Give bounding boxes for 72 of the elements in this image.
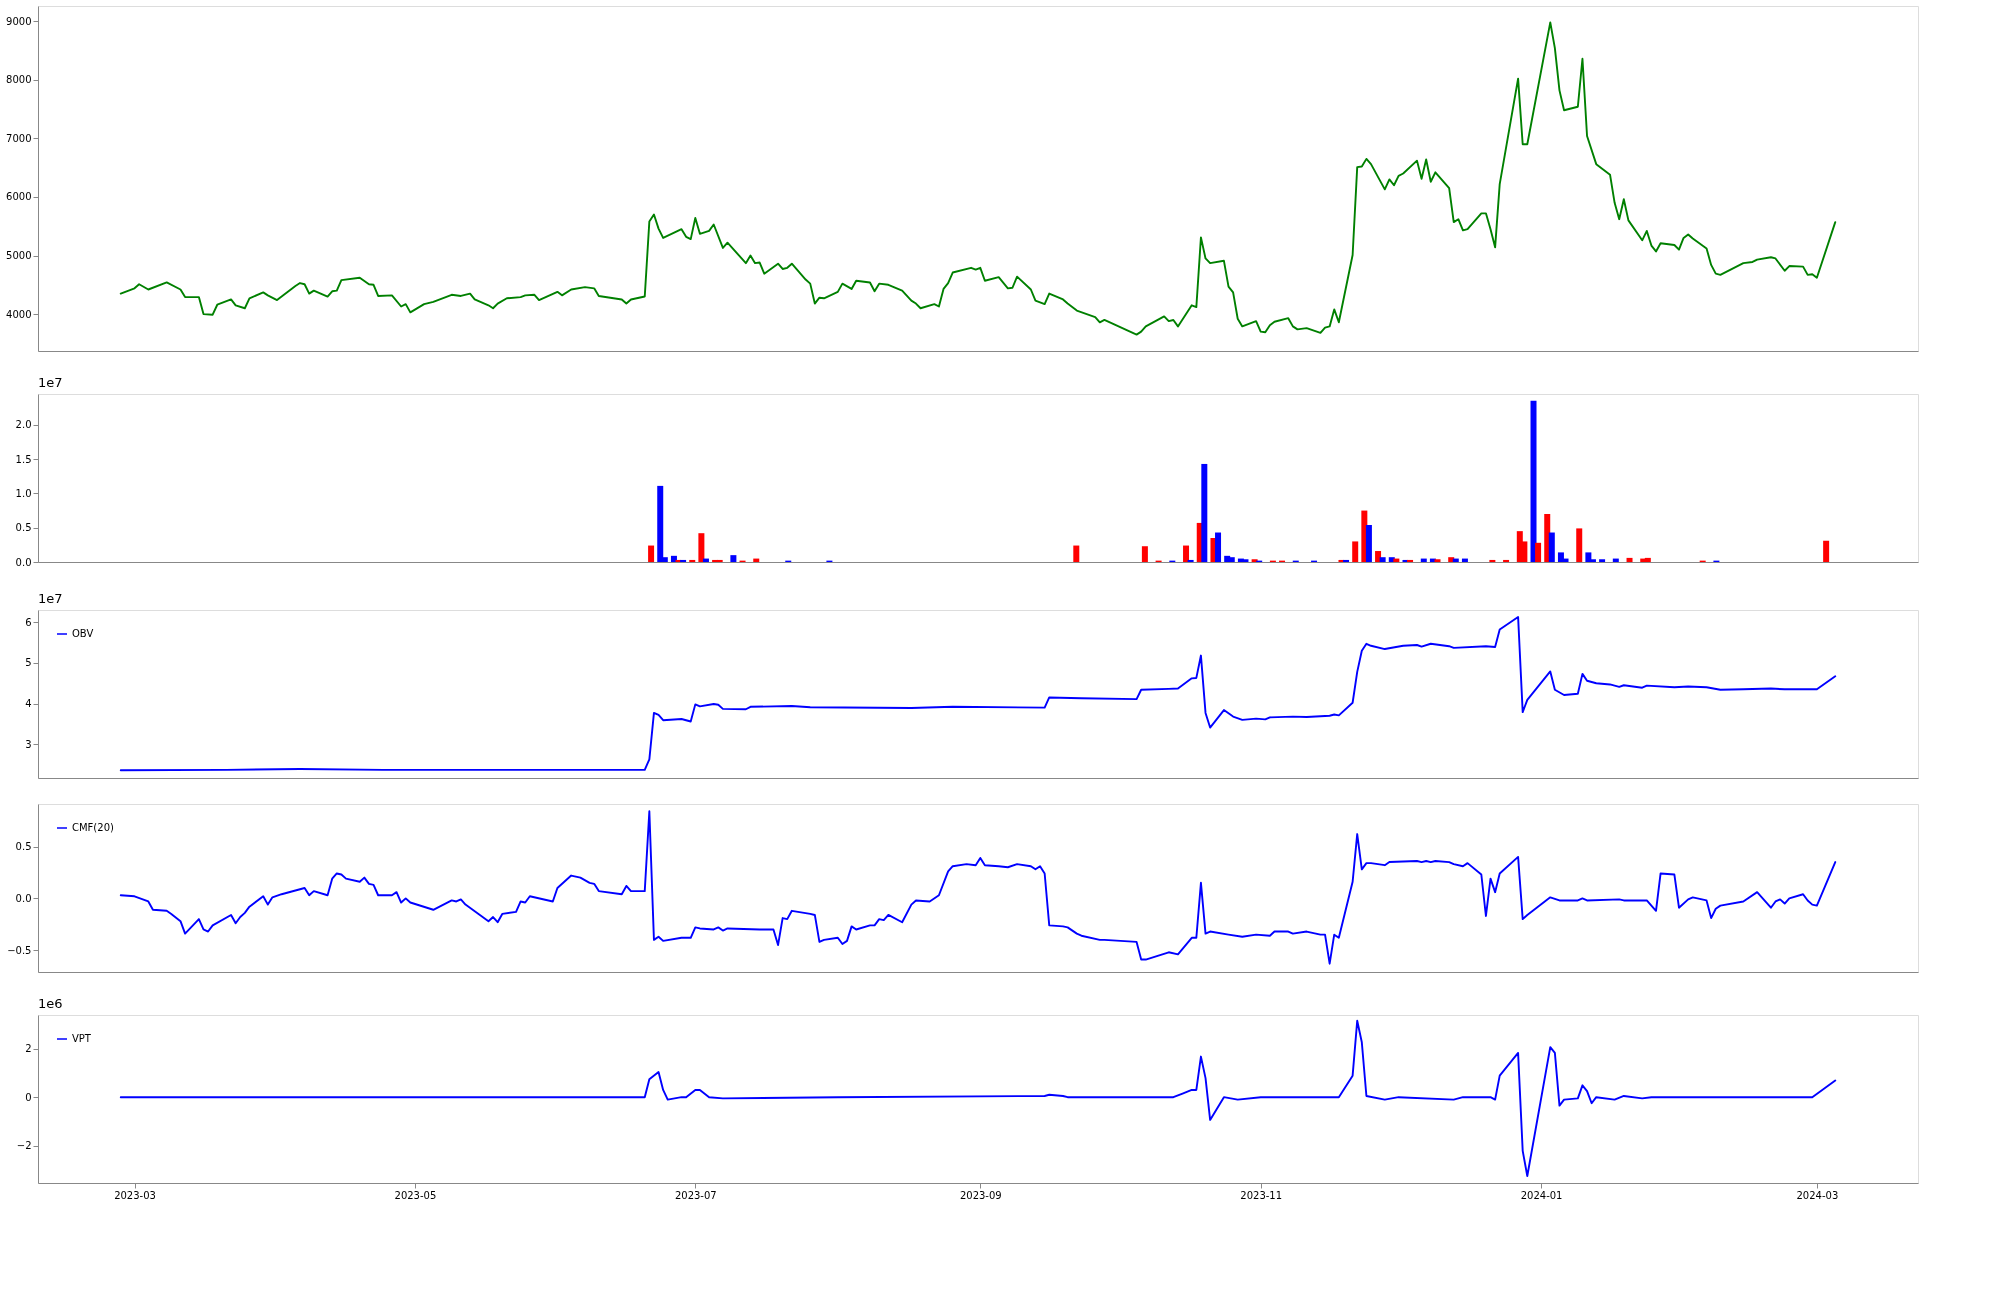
legend-label: OBV [72, 628, 94, 639]
bar [1201, 463, 1208, 562]
bar [1503, 559, 1510, 562]
y-tick-label: 1.5 [15, 453, 32, 465]
bar [1548, 532, 1555, 562]
x-tick-label: 2023-05 [394, 1189, 437, 1201]
bar [1187, 559, 1194, 562]
y-tick-label: 6000 [6, 191, 32, 203]
legend-label: CMF(20) [72, 822, 114, 833]
x-tick-label: 2024-01 [1520, 1189, 1563, 1201]
bar [1352, 541, 1359, 562]
y-tick-label: −0.5 [7, 944, 32, 956]
bar [1585, 552, 1592, 562]
bar [1183, 545, 1190, 562]
bar [1599, 559, 1606, 562]
y-tick-label: 6 [25, 616, 32, 628]
bar [1073, 545, 1080, 562]
line-series [119, 810, 1837, 965]
bar [648, 545, 655, 562]
line-series [119, 21, 1837, 336]
bar [1365, 524, 1372, 562]
text: 1e7 [38, 375, 63, 390]
x-tick-label: 2024-03 [1796, 1189, 1839, 1201]
bar [1823, 540, 1830, 562]
bar [730, 555, 737, 562]
bar [698, 533, 705, 562]
bar [1407, 559, 1414, 562]
bar [1379, 557, 1386, 562]
line-series [119, 615, 1837, 772]
bar [1228, 557, 1235, 562]
bar [1576, 528, 1583, 562]
bar [1535, 542, 1542, 562]
y-tick-label: 0.0 [15, 556, 32, 568]
y-tick-label: 5000 [6, 250, 32, 262]
bar [1626, 557, 1633, 562]
x-tick-label: 2023-11 [1240, 1189, 1283, 1201]
bar [716, 559, 723, 562]
y-tick-label: 3 [25, 738, 32, 750]
y-tick-label: 8000 [6, 74, 32, 86]
y-tick-label: 9000 [6, 15, 32, 27]
bar [1644, 557, 1651, 562]
bar [1434, 559, 1441, 562]
x-tick-label: 2023-07 [674, 1189, 717, 1201]
bar [680, 559, 687, 562]
bar [1489, 559, 1496, 562]
bar [1215, 532, 1222, 562]
bar [1343, 559, 1350, 562]
y-tick-label: 2 [25, 1043, 32, 1055]
text: 1e7 [38, 591, 63, 606]
y-tick-label: 0.0 [15, 892, 32, 904]
y-tick-label: −2 [16, 1140, 32, 1152]
line-series [119, 1019, 1837, 1177]
y-tick-label: 4000 [6, 308, 32, 320]
x-tick-label: 2023-03 [114, 1189, 156, 1201]
y-tick-label: 7000 [6, 132, 32, 144]
y-tick-label: 4 [25, 698, 32, 710]
legend-label: VPT [72, 1033, 92, 1044]
bar [1530, 400, 1537, 562]
x-tick-label: 2023-09 [959, 1189, 1002, 1201]
text: 1e6 [38, 996, 63, 1011]
y-tick-label: 1.0 [15, 487, 32, 499]
bar [670, 555, 677, 562]
bar [1141, 546, 1148, 562]
y-tick-label: 0.5 [15, 841, 32, 853]
bar [1375, 551, 1382, 562]
bar [657, 485, 664, 562]
y-tick-label: 0 [25, 1091, 32, 1103]
y-tick-label: 0.5 [15, 522, 32, 534]
y-tick-label: 2.0 [15, 419, 32, 431]
y-tick-label: 5 [25, 657, 32, 669]
bar [689, 559, 696, 562]
bar [1242, 559, 1249, 562]
